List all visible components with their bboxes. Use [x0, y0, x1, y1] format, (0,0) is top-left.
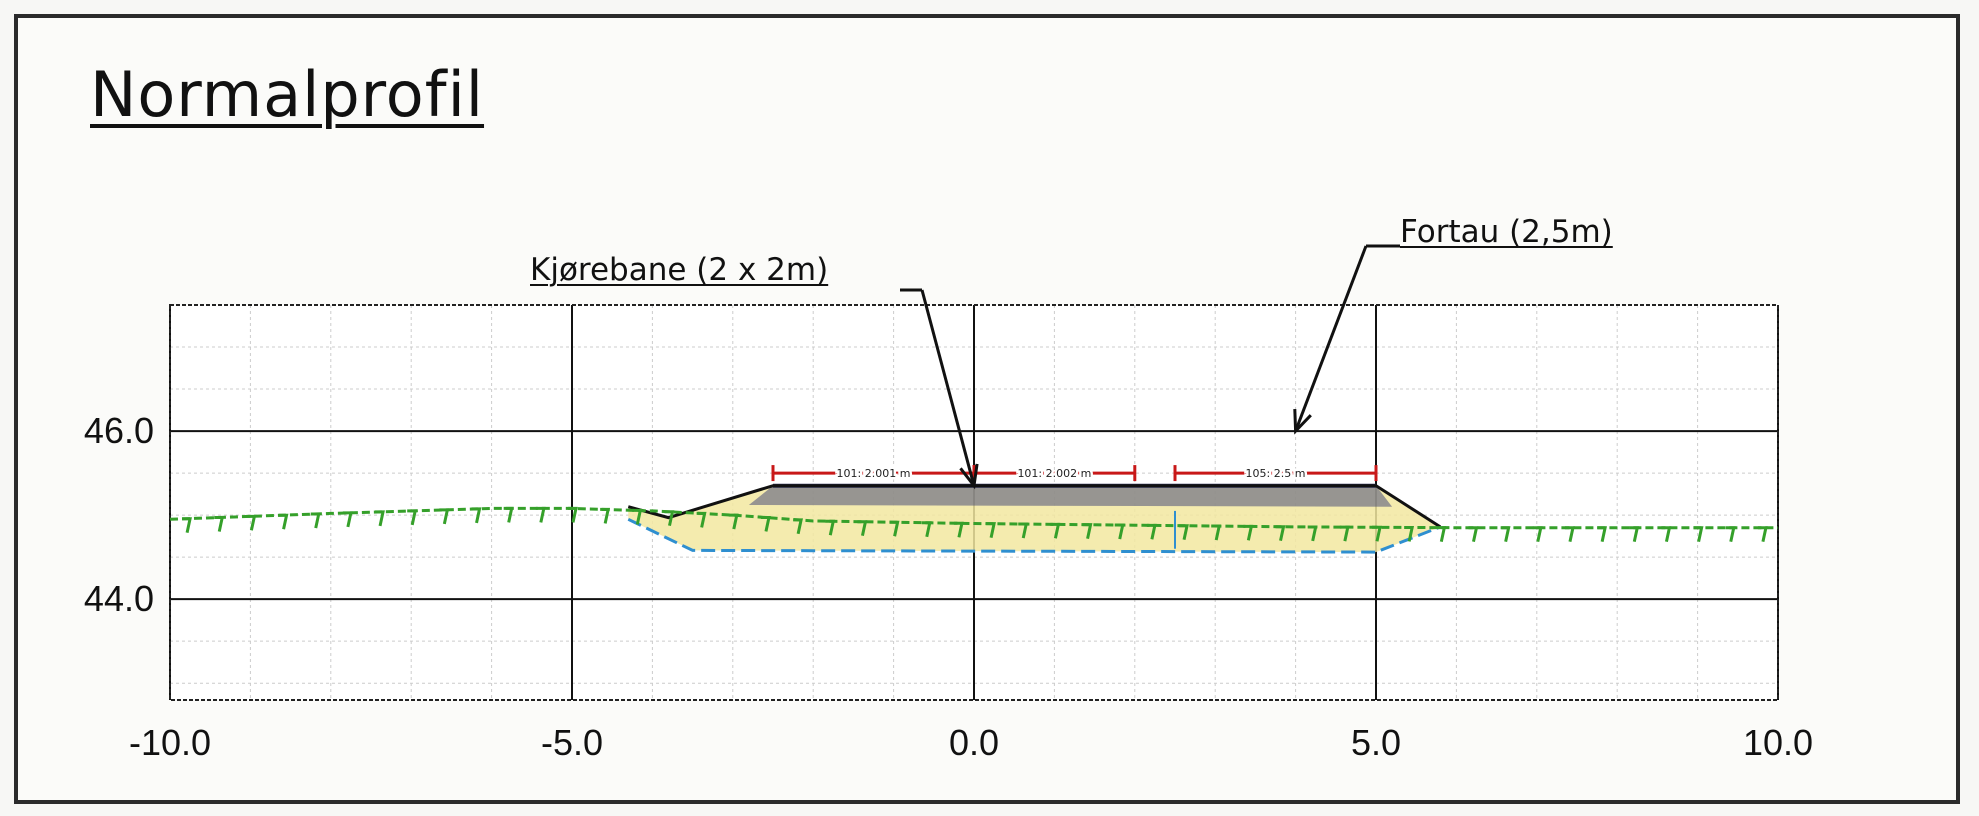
- terrain-hatch: [857, 520, 868, 537]
- terrain-hatch: [889, 520, 900, 537]
- plot-border: [169, 304, 1779, 701]
- terrain-hatch: [503, 506, 514, 523]
- y-tick-label: 46.0: [84, 410, 154, 451]
- road-surface-line: [627, 484, 1442, 529]
- fortau-callout: Fortau (2,5m): [1400, 214, 1613, 250]
- terrain-hatch: [342, 511, 353, 528]
- terrain-hatch: [1404, 525, 1415, 542]
- terrain-hatch: [568, 506, 578, 523]
- terrain-hatch: [600, 507, 611, 524]
- terrain-hatch: [407, 509, 418, 526]
- terrain-hatch: [696, 511, 707, 528]
- terrain-hatch: [182, 517, 192, 534]
- existing-terrain-line: [169, 506, 1778, 530]
- terrain-hatch: [953, 521, 964, 538]
- x-tick-label: -5.0: [541, 722, 603, 763]
- terrain-hatch: [1532, 526, 1543, 543]
- terrain-hatch: [1661, 526, 1672, 543]
- terrain-hatch: [1500, 526, 1511, 543]
- terrain-hatch: [793, 518, 803, 535]
- y-tick-label: 44.0: [84, 578, 154, 619]
- kjorebane-leader: [920, 289, 976, 487]
- terrain-hatch: [1436, 526, 1447, 542]
- terrain-hatch: [1114, 523, 1125, 540]
- kjorebane-callout: Kjørebane (2 x 2m): [530, 252, 829, 288]
- terrain-hatch: [246, 514, 257, 531]
- terrain-hatch: [986, 522, 996, 538]
- terrain-hatch: [1339, 525, 1350, 542]
- terrain-hatch: [471, 507, 482, 524]
- terrain-hatch: [760, 515, 771, 532]
- terrain-hatch: [1082, 523, 1093, 540]
- terrain-hatch: [1757, 526, 1768, 543]
- terrain-hatch: [825, 519, 836, 536]
- terrain-hatch: [1050, 522, 1061, 539]
- x-tick-label: 5.0: [1351, 722, 1401, 763]
- fortau-leader: [1294, 245, 1368, 432]
- terrain-hatch: [1307, 525, 1318, 542]
- terrain-hatch: [1597, 526, 1607, 543]
- terrain-hatch: [535, 506, 546, 523]
- kjorebane-leader-head: [959, 463, 979, 490]
- terrain-hatch: [728, 513, 739, 530]
- terrain-hatch: [1211, 524, 1222, 541]
- terrain-hatch: [214, 516, 225, 532]
- terrain-hatch: [1372, 525, 1382, 542]
- x-tick-label: -10.0: [129, 722, 211, 763]
- terrain-hatch: [1018, 522, 1029, 539]
- terrain-hatch: [1275, 525, 1286, 542]
- terrain-hatch: [1629, 526, 1640, 543]
- fortau-leader-head: [1293, 409, 1312, 435]
- x-tick-label: 0.0: [949, 722, 999, 763]
- terrain-hatch: [921, 521, 932, 538]
- terrain-hatch: [439, 508, 450, 525]
- terrain-hatch: [664, 510, 675, 527]
- terrain-hatch: [1146, 523, 1157, 540]
- terrain-hatch: [1693, 526, 1704, 543]
- terrain-hatch: [278, 513, 289, 530]
- page-title: Normalprofil: [90, 58, 485, 131]
- dimension-label: 105: 2.5 m: [1246, 467, 1306, 480]
- terrain-hatch: [632, 508, 643, 525]
- terrain-hatch: [1468, 526, 1479, 543]
- terrain-hatch: [1179, 524, 1189, 541]
- dimension-label: 101: 2.001 m: [837, 467, 911, 480]
- dimension-label: 101: 2.002 m: [1017, 467, 1091, 480]
- terrain-hatch: [1564, 526, 1575, 543]
- x-tick-label: 10.0: [1743, 722, 1813, 763]
- terrain-hatch: [1725, 526, 1736, 543]
- terrain-hatch: [375, 510, 385, 527]
- pavement-layer: [748, 485, 1393, 507]
- terrain-hatch: [310, 512, 321, 529]
- terrain-hatch: [1243, 524, 1254, 541]
